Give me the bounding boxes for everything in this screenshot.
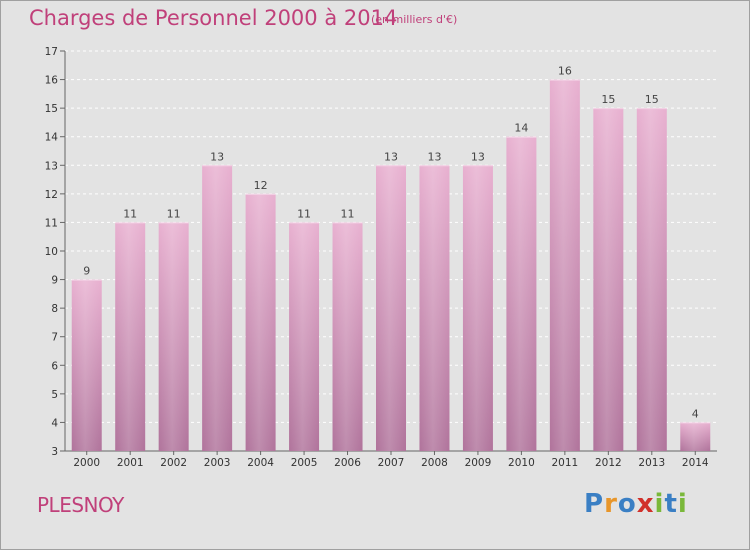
data-label: 14	[514, 122, 528, 135]
y-tick-label: 16	[45, 75, 59, 87]
bar-highlight	[462, 165, 493, 452]
logo-letter: t	[664, 489, 678, 519]
bar-highlight	[332, 222, 363, 451]
data-label: 13	[471, 150, 485, 163]
y-tick-label: 11	[45, 217, 58, 229]
logo-letter: P	[584, 489, 605, 519]
data-label: 13	[384, 150, 398, 163]
x-tick-label: 2005	[291, 457, 318, 469]
x-tick-label: 2003	[204, 457, 231, 469]
x-tick-label: 2004	[247, 457, 274, 469]
bar-highlight	[289, 222, 320, 451]
chart-subtitle: (en milliers d'€)	[371, 13, 458, 26]
data-label: 9	[83, 265, 90, 278]
y-tick-label: 6	[51, 360, 58, 372]
x-tick-label: 2008	[421, 457, 448, 469]
y-tick-label: 13	[45, 160, 58, 172]
bar-highlight	[202, 165, 233, 452]
x-tick-label: 2014	[682, 457, 709, 469]
y-tick-label: 14	[45, 132, 59, 144]
x-tick-label: 2011	[551, 457, 578, 469]
data-label: 11	[297, 207, 311, 220]
bar-highlight	[158, 222, 189, 451]
data-label: 13	[427, 150, 441, 163]
x-tick-label: 2012	[595, 457, 622, 469]
bar-highlight	[71, 279, 102, 451]
y-tick-label: 12	[45, 189, 58, 201]
logo-letter: x	[636, 489, 655, 519]
bar-highlight	[506, 136, 537, 451]
bar-highlight	[549, 79, 580, 452]
plot-area: 3 4 5 6 7 8 9 10 11 12 13 14 15 16 17 9 2000 11 2001 11 2002…	[45, 46, 717, 469]
x-tick-label: 2006	[334, 457, 361, 469]
data-label: 11	[341, 207, 355, 220]
data-label: 11	[123, 207, 137, 220]
data-label: 16	[558, 65, 572, 78]
x-tick-label: 2013	[638, 457, 665, 469]
y-tick-label: 7	[51, 332, 58, 344]
logo-letter: i	[677, 489, 688, 519]
bar-highlight	[245, 193, 276, 451]
bar-highlight	[376, 165, 406, 452]
data-label: 15	[645, 93, 659, 106]
data-label: 12	[254, 179, 268, 192]
proxiti-logo: Proxiti	[584, 489, 688, 519]
bar-highlight	[680, 422, 711, 451]
x-tick-label: 2001	[117, 457, 144, 469]
data-label: 11	[167, 207, 181, 220]
x-tick-label: 2002	[160, 457, 187, 469]
logo-letter: i	[654, 489, 665, 519]
x-tick-label: 2000	[73, 457, 100, 469]
data-label: 13	[210, 150, 224, 163]
bar-highlight	[115, 222, 146, 451]
bar-highlight	[593, 108, 624, 452]
logo-letter: o	[617, 489, 637, 519]
x-tick-label: 2007	[378, 457, 405, 469]
y-tick-label: 3	[51, 446, 58, 458]
y-tick-label: 15	[45, 103, 58, 115]
x-tick-label: 2010	[508, 457, 535, 469]
data-label: 4	[692, 407, 699, 420]
y-tick-label: 10	[45, 246, 58, 258]
data-label: 15	[601, 93, 615, 106]
bar-highlight	[419, 165, 450, 452]
y-tick-label: 8	[51, 303, 58, 315]
y-tick-label: 4	[51, 417, 58, 429]
x-tick-label: 2009	[465, 457, 492, 469]
logo-letter: r	[604, 489, 618, 519]
y-tick-label: 5	[51, 389, 58, 401]
y-tick-label: 17	[45, 46, 58, 58]
y-tick-label: 9	[51, 275, 58, 287]
commune-name: PLESNOY	[37, 493, 124, 517]
chart-title: Charges de Personnel 2000 à 2014	[29, 6, 398, 30]
bar-highlight	[636, 108, 667, 452]
